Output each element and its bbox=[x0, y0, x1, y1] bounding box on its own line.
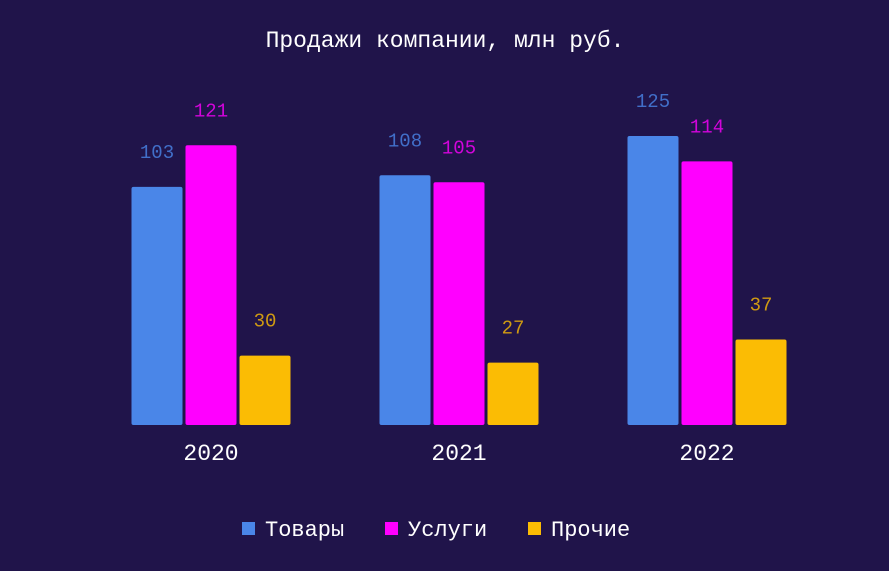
value-label: 103 bbox=[140, 142, 174, 164]
bar bbox=[185, 145, 237, 426]
value-label: 105 bbox=[442, 137, 476, 159]
legend-label: Прочие bbox=[551, 518, 630, 543]
value-label: 27 bbox=[502, 318, 525, 340]
bar bbox=[487, 362, 539, 425]
bar bbox=[735, 339, 787, 425]
bar bbox=[627, 136, 679, 425]
value-label: 30 bbox=[254, 311, 277, 333]
bar bbox=[131, 186, 183, 425]
bar bbox=[379, 175, 431, 425]
bar bbox=[433, 182, 485, 425]
value-label: 121 bbox=[194, 100, 228, 122]
x-tick-label: 2022 bbox=[679, 441, 734, 467]
value-label: 125 bbox=[636, 91, 670, 113]
value-label: 37 bbox=[750, 294, 773, 316]
x-tick-label: 2021 bbox=[431, 441, 486, 467]
x-tick-label: 2020 bbox=[183, 441, 238, 467]
bar bbox=[681, 161, 733, 425]
legend-label: Услуги bbox=[408, 518, 487, 543]
chart-title: Продажи компании, млн руб. bbox=[266, 28, 625, 54]
legend-swatch bbox=[528, 522, 541, 535]
bar bbox=[239, 355, 291, 425]
value-label: 108 bbox=[388, 130, 422, 152]
legend-label: Товары bbox=[265, 518, 344, 543]
legend-swatch bbox=[242, 522, 255, 535]
legend-swatch bbox=[385, 522, 398, 535]
value-label: 114 bbox=[690, 116, 724, 138]
